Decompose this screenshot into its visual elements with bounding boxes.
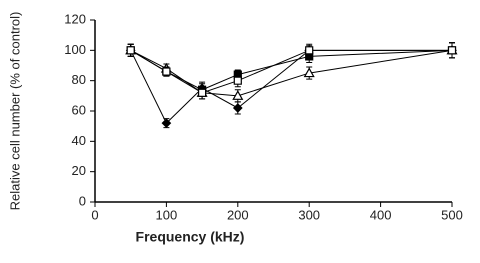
- marker: [198, 88, 207, 97]
- x-axis-title: Frequency (kHz): [136, 229, 245, 245]
- marker: [303, 67, 315, 78]
- y-tick-label: 20: [72, 163, 86, 178]
- marker: [232, 90, 244, 100]
- y-tick-label: 100: [64, 42, 86, 57]
- series-line: [130, 49, 452, 94]
- x-tick-label: 200: [227, 207, 249, 222]
- marker: [126, 46, 135, 55]
- marker: [232, 103, 243, 113]
- y-tick-label: 80: [72, 72, 86, 87]
- series-line: [130, 49, 453, 97]
- y-axis-title: Relative cell number (% of control): [7, 12, 22, 211]
- x-tick-label: 400: [370, 207, 392, 222]
- y-tick-label: 0: [79, 193, 86, 208]
- x-tick-label: 0: [91, 207, 98, 222]
- y-tick-label: 60: [72, 102, 86, 117]
- marker: [162, 67, 171, 76]
- x-tick-label: 500: [441, 207, 463, 222]
- marker: [305, 46, 314, 55]
- x-tick-label: 300: [298, 207, 320, 222]
- marker: [233, 76, 242, 85]
- x-tick-label: 100: [156, 207, 178, 222]
- y-tick-label: 40: [72, 133, 86, 148]
- series-line: [130, 49, 453, 91]
- y-tick-label: 120: [64, 11, 86, 26]
- marker: [447, 46, 457, 55]
- marker: [161, 118, 172, 128]
